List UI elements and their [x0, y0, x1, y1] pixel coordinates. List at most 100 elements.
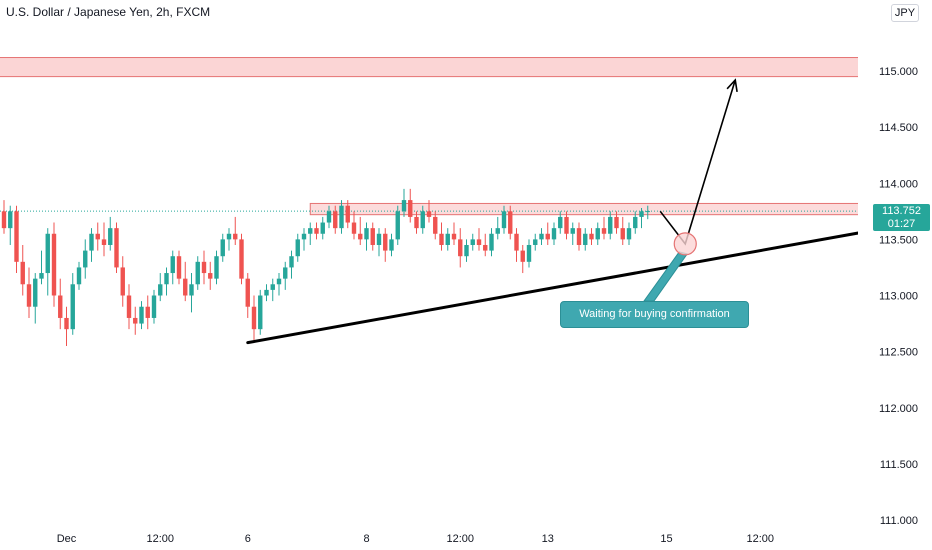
candle-body — [601, 228, 607, 234]
candle-body — [645, 211, 650, 213]
candle-body — [420, 211, 425, 229]
candle-body — [333, 211, 338, 229]
candle — [139, 301, 144, 330]
candle-body — [33, 278, 38, 307]
candle — [220, 233, 225, 262]
candle-body — [358, 233, 363, 240]
candle — [464, 239, 469, 262]
candle-body — [401, 200, 407, 212]
candle — [176, 250, 182, 285]
candle — [164, 267, 169, 296]
bar-countdown: 01:27 — [887, 218, 916, 230]
candle-body — [8, 211, 13, 229]
candle — [620, 216, 625, 245]
candle-body — [345, 205, 350, 223]
candle-body — [433, 216, 438, 234]
candle — [364, 222, 369, 251]
candle — [414, 211, 419, 234]
candle-body — [389, 239, 394, 251]
candle-body — [151, 295, 157, 318]
time-tick-label: 12:00 — [146, 533, 174, 545]
candle-body — [164, 273, 169, 285]
time-tick-label: 15 — [660, 533, 672, 545]
candle-body — [639, 211, 644, 217]
candle — [58, 278, 63, 330]
candle-body — [26, 284, 32, 307]
candle-body — [414, 216, 419, 229]
candle — [39, 250, 44, 285]
price-tick-label: 113.000 — [879, 291, 918, 303]
candle — [514, 228, 519, 262]
candle — [551, 222, 557, 245]
candle-body — [451, 233, 457, 240]
target-zone-rect — [0, 57, 932, 78]
currency-button[interactable]: JPY — [891, 4, 919, 22]
candle-body — [526, 244, 532, 262]
candle — [470, 233, 475, 251]
candle — [101, 222, 107, 257]
time-axis[interactable]: Dec 12:00 6 8 12:00 13 15 12:00 — [57, 533, 774, 545]
candle-body — [83, 250, 88, 268]
candle — [345, 200, 350, 229]
candle-body — [64, 317, 69, 330]
candle — [520, 244, 525, 274]
candle-body — [276, 278, 282, 285]
candle — [233, 216, 238, 245]
candle — [408, 188, 413, 223]
candle — [326, 205, 332, 229]
candle-body — [126, 295, 132, 318]
candle-body — [533, 239, 538, 245]
candle-body — [326, 211, 332, 223]
candle-body — [445, 233, 450, 245]
candle — [133, 306, 138, 335]
target-zone — [0, 57, 932, 78]
price-tick-label: 112.000 — [879, 403, 918, 415]
price-axis[interactable]: 115.000 114.500 114.000 113.500 113.000 112.5… — [858, 0, 932, 550]
candle-body — [470, 239, 475, 245]
time-tick-label: 6 — [245, 533, 251, 545]
candle-body — [208, 273, 213, 279]
candle-body — [383, 233, 388, 251]
candle — [201, 250, 207, 285]
candle-body — [426, 211, 432, 217]
candle — [195, 256, 200, 290]
candle — [458, 228, 463, 268]
candle — [401, 188, 407, 217]
candle — [633, 211, 638, 234]
candle — [258, 289, 263, 335]
time-tick-label: 12:00 — [746, 533, 774, 545]
candle-body — [233, 233, 238, 240]
price-tick-label: 111.500 — [880, 459, 918, 471]
candle-body — [489, 233, 494, 251]
candle-body — [320, 222, 325, 234]
candle — [570, 222, 575, 245]
candle — [270, 278, 275, 302]
candle-body — [95, 233, 100, 240]
candle — [308, 222, 313, 245]
candle-body — [226, 233, 232, 240]
candle — [608, 211, 613, 240]
candle — [339, 200, 344, 234]
time-tick-label: 12:00 — [446, 533, 474, 545]
candle-body — [70, 284, 75, 330]
candle — [558, 211, 563, 234]
candle-body — [370, 228, 375, 245]
time-tick-label: 8 — [363, 533, 369, 545]
candle — [83, 239, 88, 279]
candlestick-series — [1, 188, 650, 347]
candle-body — [495, 228, 500, 234]
candle — [51, 222, 57, 307]
trendline-segment — [246, 224, 900, 345]
candle — [389, 233, 394, 257]
candle — [108, 216, 113, 251]
candle — [239, 233, 244, 285]
candle-body — [439, 233, 444, 245]
candle-body — [145, 306, 150, 318]
candle — [451, 222, 457, 245]
price-axis-bg — [858, 0, 932, 550]
candle-body — [408, 200, 413, 217]
projection-arrow — [659, 78, 738, 246]
candle — [183, 261, 188, 302]
arrow-path — [659, 79, 737, 246]
